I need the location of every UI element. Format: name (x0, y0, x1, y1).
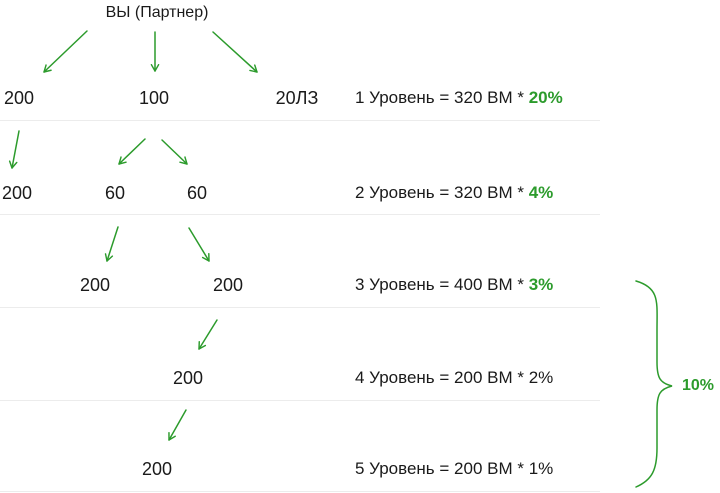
level-2-percent: 4% (528, 183, 554, 202)
separator-2 (0, 214, 600, 215)
arrow-root-to-l1-right (212, 31, 258, 73)
level-1-formula: 1 Уровень = 320 ВМ * 20% (355, 88, 563, 108)
level-4-text: 4 Уровень = 200 ВМ * (355, 368, 529, 387)
l2-node-3: 60 (186, 183, 208, 203)
l1-node-3: 20ЛЗ (275, 88, 319, 108)
total-percent: 10% (682, 377, 715, 394)
separator-5 (0, 491, 600, 492)
level-4-formula: 4 Уровень = 200 ВМ * 2% (355, 368, 553, 388)
curly-brace (635, 280, 673, 488)
level-5-percent: 1% (528, 459, 554, 478)
l3-node-1: 200 (79, 275, 111, 295)
arrow-l3-to-l4 (198, 319, 218, 350)
l4-node-1: 200 (172, 368, 204, 388)
level-3-text: 3 Уровень = 400 ВМ * (355, 275, 529, 294)
root-node-label: ВЫ (Партнер) (105, 4, 209, 21)
arrow-l1-to-l2-left (8, 130, 20, 169)
arrow-root-to-l1-left (43, 30, 88, 73)
level-4-percent: 2% (528, 368, 554, 387)
arrow-l1-to-l2-mid (118, 138, 146, 165)
level-3-percent: 3% (528, 275, 554, 294)
separator-1 (0, 120, 600, 121)
level-3-formula: 3 Уровень = 400 ВМ * 3% (355, 275, 553, 295)
separator-4 (0, 400, 600, 401)
level-1-percent: 20% (528, 88, 563, 107)
level-5-formula: 5 Уровень = 200 ВМ * 1% (355, 459, 553, 479)
l1-node-2: 100 (138, 88, 170, 108)
arrow-l2-to-l3-left (104, 226, 119, 262)
level-2-text: 2 Уровень = 320 ВМ * (355, 183, 529, 202)
l3-node-2: 200 (212, 275, 244, 295)
arrow-l4-to-l5 (168, 409, 187, 441)
separator-3 (0, 307, 600, 308)
arrow-l1-to-l2-right (161, 139, 188, 165)
arrow-l2-to-l3-right (188, 227, 210, 262)
l5-node-1: 200 (141, 459, 173, 479)
l1-node-1: 200 (3, 88, 35, 108)
l2-node-1: 200 (1, 183, 33, 203)
level-2-formula: 2 Уровень = 320 ВМ * 4% (355, 183, 553, 203)
level-1-text: 1 Уровень = 320 ВМ * (355, 88, 529, 107)
level-5-text: 5 Уровень = 200 ВМ * (355, 459, 529, 478)
l2-node-2: 60 (104, 183, 126, 203)
